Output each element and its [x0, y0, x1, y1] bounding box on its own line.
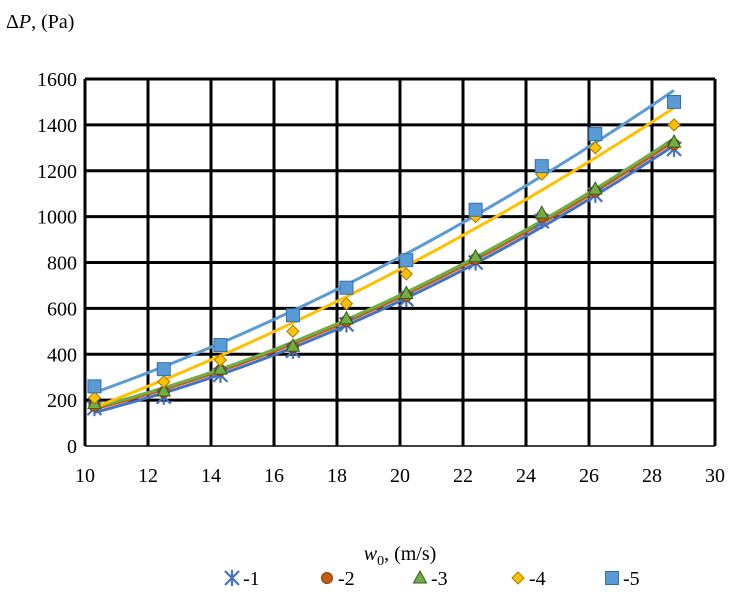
- y-tick-labels: 0 200 400 600 800 1000 1200 1400 1600: [37, 69, 77, 458]
- data-point-series-5: [156, 362, 171, 377]
- data-point-series-5: [399, 253, 414, 268]
- grid: [83, 77, 717, 447]
- y-tick-label: 0: [67, 436, 77, 458]
- x-tick-label: 30: [705, 465, 725, 487]
- y-tick-label: 400: [47, 344, 77, 366]
- data-point-series-4: [87, 391, 102, 405]
- legend: -1 -2 -3 -4 -5: [224, 568, 640, 590]
- data-point-series-4: [588, 141, 603, 155]
- y-tick-label: 200: [47, 390, 77, 412]
- legend-marker-series-4: [511, 571, 525, 585]
- data-point-series-3: [213, 361, 228, 375]
- legend-item: -2: [321, 568, 355, 590]
- legend-marker-series-5: [605, 571, 619, 585]
- x-tick-label: 20: [390, 465, 410, 487]
- x-tick-label: 26: [579, 465, 599, 487]
- y-axis-delta: Δ: [6, 11, 19, 33]
- legend-marker-series-3: [412, 569, 428, 584]
- data-point-series-3: [666, 134, 682, 148]
- y-tick-label: 1200: [37, 161, 77, 183]
- y-tick-label: 600: [47, 298, 77, 320]
- data-point-series-3: [587, 181, 603, 195]
- y-tick-label: 1000: [37, 207, 77, 229]
- x-tick-label: 28: [642, 465, 662, 487]
- x-tick-label: 14: [201, 465, 221, 487]
- x-tick-label: 16: [264, 465, 284, 487]
- y-tick-label: 800: [47, 253, 77, 275]
- trend-lines: [93, 89, 675, 414]
- y-tick-label: 1600: [37, 69, 77, 91]
- trend-line-series-5: [93, 89, 675, 395]
- data-point-series-4: [157, 375, 171, 389]
- data-point-series-4: [286, 324, 300, 339]
- data-point-series-4: [213, 353, 228, 367]
- trend-line-series-4: [93, 106, 675, 409]
- x-axis-title: w0, (m/s): [364, 543, 437, 569]
- data-point-series-5: [213, 338, 228, 353]
- data-point-series-3: [468, 248, 483, 263]
- x-axis-unit: , (m/s): [384, 543, 436, 565]
- y-axis-title: ΔP, (Pa): [6, 11, 74, 33]
- data-point-series-5: [588, 127, 603, 142]
- data-point-series-4: [399, 267, 414, 281]
- data-point-series-3: [534, 205, 550, 219]
- x-tick-label: 24: [516, 465, 536, 487]
- data-point-series-4: [339, 297, 354, 311]
- x-tick-label: 12: [138, 465, 158, 487]
- data-point-series-3: [285, 338, 301, 352]
- legend-label: -4: [529, 568, 546, 590]
- y-axis-var: P: [18, 11, 31, 33]
- trend-line-series-2: [94, 139, 675, 411]
- legend-item: -1: [224, 568, 260, 590]
- data-point-series-5: [285, 308, 300, 323]
- data-point-series-3: [156, 382, 172, 397]
- y-axis-unit: , (Pa): [31, 11, 74, 33]
- trend-line-series-1: [94, 144, 675, 414]
- x-tick-label: 10: [75, 465, 95, 487]
- data-point-series-5: [468, 202, 483, 217]
- data-point-series-3: [339, 310, 354, 325]
- legend-label: -2: [338, 568, 355, 590]
- legend-item: -3: [412, 568, 448, 590]
- legend-item: -4: [511, 568, 546, 590]
- legend-marker-series-1: [224, 570, 240, 586]
- data-point-series-3: [398, 285, 414, 299]
- x-axis-var: w: [364, 543, 378, 565]
- data-point-series-5: [534, 159, 549, 174]
- data-points: [86, 94, 682, 417]
- x-tick-label: 18: [327, 465, 347, 487]
- legend-marker-series-2: [321, 572, 333, 584]
- legend-label: -1: [243, 568, 260, 590]
- x-tick-labels: 10 12 14 16 18 20 22 24 26 28 30: [75, 465, 725, 487]
- legend-item: -5: [605, 568, 640, 590]
- x-axis-sub: 0: [377, 554, 384, 569]
- x-tick-label: 22: [453, 465, 473, 487]
- legend-label: -3: [431, 568, 448, 590]
- data-point-series-4: [667, 118, 681, 132]
- data-point-series-5: [87, 379, 102, 394]
- trend-line-series-3: [94, 137, 675, 409]
- data-point-series-5: [339, 280, 354, 295]
- legend-label: -5: [623, 568, 640, 590]
- y-tick-label: 1400: [37, 115, 77, 137]
- data-point-series-5: [667, 94, 682, 109]
